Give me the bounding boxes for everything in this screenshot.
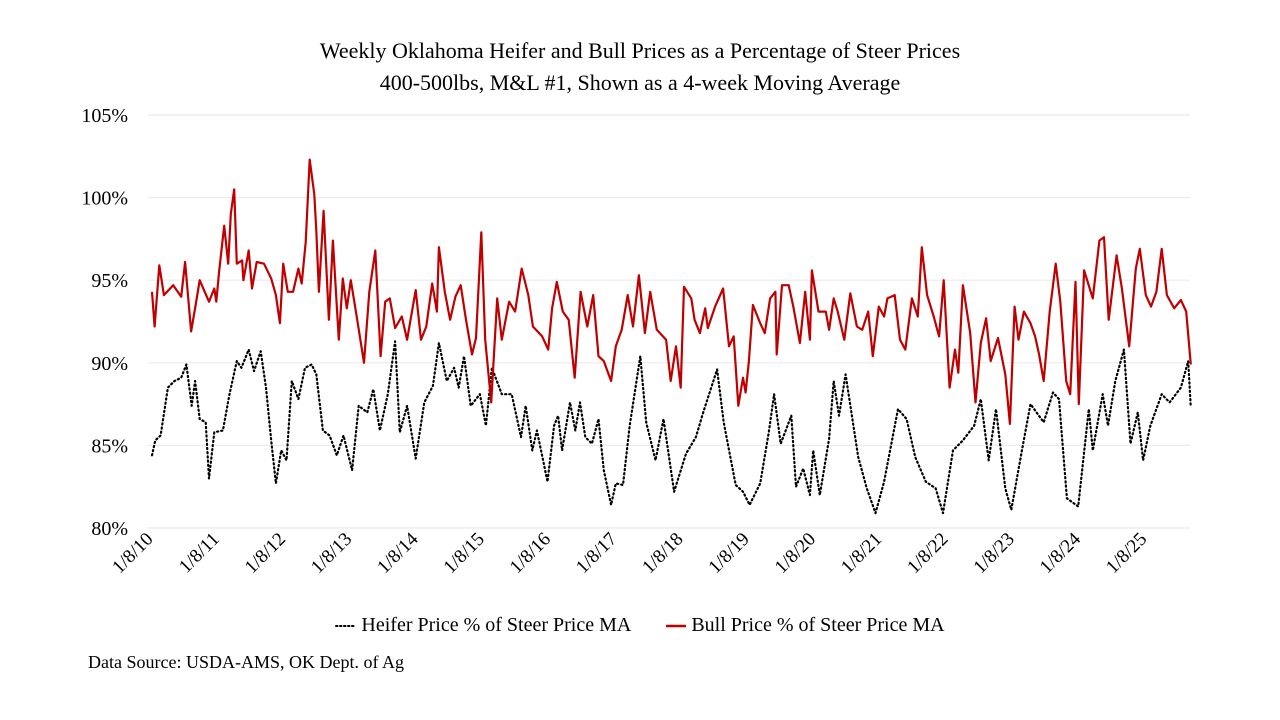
y-tick-label: 105% (81, 105, 128, 127)
legend-item-heifer: Heifer Price % of Steer Price MA (335, 614, 631, 637)
legend: Heifer Price % of Steer Price MA Bull Pr… (0, 614, 1280, 637)
x-tick-label: 1/8/13 (307, 529, 356, 578)
chart-title: Weekly Oklahoma Heifer and Bull Prices a… (319, 38, 961, 63)
x-tick-label: 1/8/25 (1102, 529, 1151, 578)
x-tick-label: 1/8/23 (970, 529, 1019, 578)
x-tick-label: 1/8/12 (241, 529, 290, 578)
chart-subtitle: 400-500lbs, M&L #1, Shown as a 4-week Mo… (379, 70, 901, 95)
legend-swatch-bull (666, 624, 687, 627)
legend-swatch-heifer (335, 624, 358, 627)
x-tick-label: 1/8/11 (175, 529, 224, 578)
x-tick-label: 1/8/19 (705, 529, 754, 578)
x-tick-label: 1/8/18 (638, 529, 687, 578)
legend-label-bull: Bull Price % of Steer Price MA (691, 614, 945, 636)
heifer-series-line (150, 340, 1192, 515)
x-tick-label: 1/8/20 (771, 529, 820, 578)
y-tick-label: 100% (81, 188, 128, 210)
x-tick-label: 1/8/24 (1036, 528, 1086, 578)
y-tick-label: 80% (91, 518, 128, 540)
x-tick-label: 1/8/22 (903, 529, 952, 578)
legend-label-heifer: Heifer Price % of Steer Price MA (361, 614, 632, 636)
legend-item-bull: Bull Price % of Steer Price MA (665, 614, 945, 637)
y-tick-label: 85% (91, 435, 128, 457)
x-tick-label: 1/8/17 (572, 529, 621, 578)
bull-series-line (150, 158, 1192, 425)
x-tick-label: 1/8/15 (440, 529, 489, 578)
y-tick-label: 90% (91, 353, 128, 375)
x-tick-label: 1/8/14 (373, 528, 423, 578)
y-tick-label: 95% (91, 270, 128, 292)
x-tick-label: 1/8/21 (837, 529, 886, 578)
x-tick-label: 1/8/16 (506, 529, 555, 578)
data-source: Data Source: USDA-AMS, OK Dept. of Ag (88, 652, 404, 672)
